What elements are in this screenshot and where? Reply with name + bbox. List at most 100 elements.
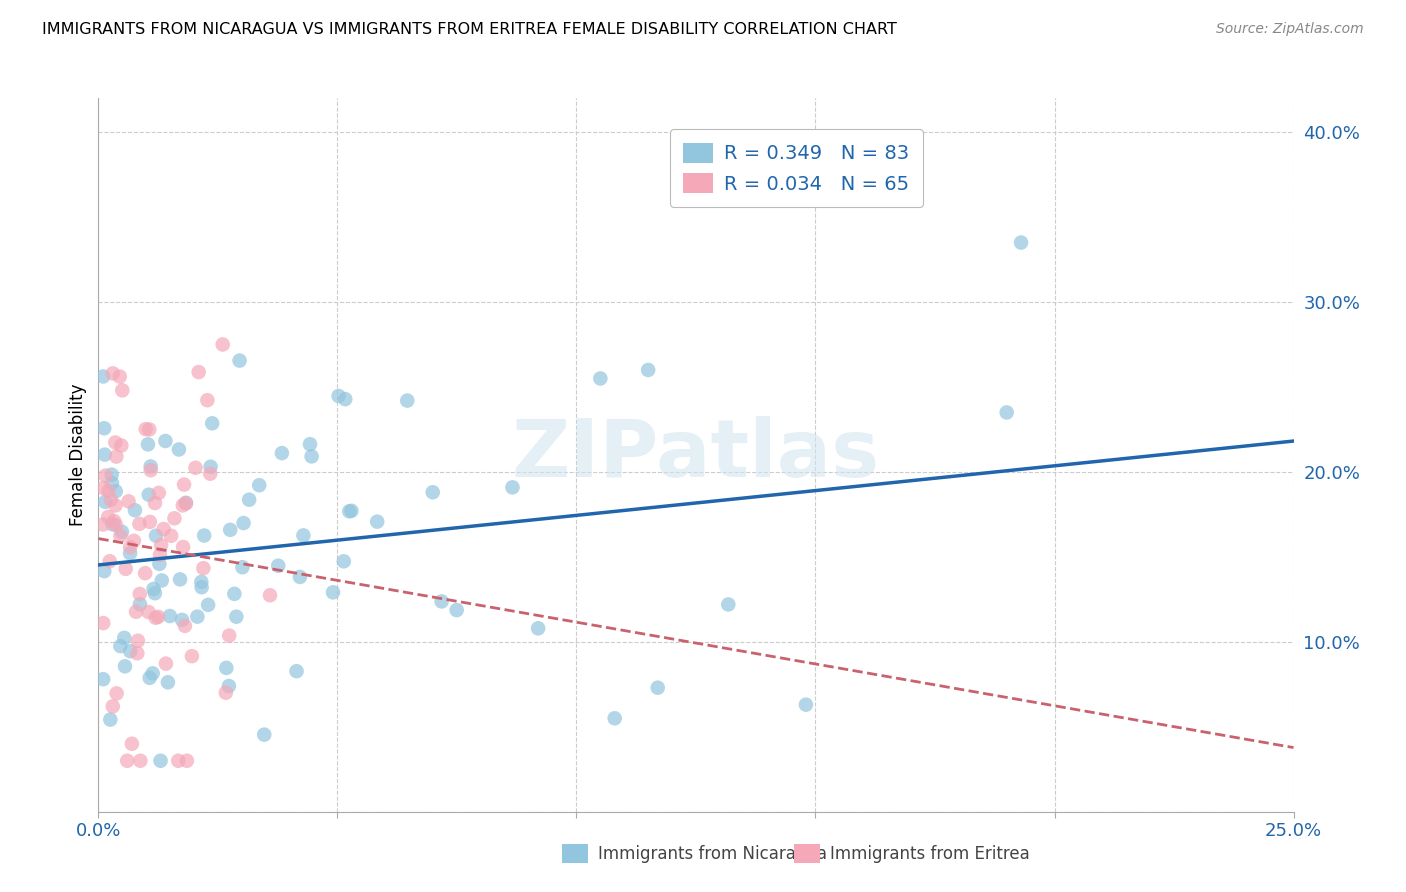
Point bbox=[197, 598, 219, 612]
Point bbox=[201, 417, 224, 431]
Point bbox=[100, 467, 122, 482]
Point bbox=[149, 548, 172, 562]
Point bbox=[127, 646, 149, 660]
Point bbox=[527, 621, 550, 635]
Point bbox=[129, 754, 152, 768]
Point bbox=[285, 664, 308, 678]
Point bbox=[145, 529, 167, 543]
Point bbox=[172, 540, 194, 554]
Point bbox=[146, 610, 169, 624]
Point bbox=[115, 754, 138, 768]
Point bbox=[148, 557, 170, 571]
Point bbox=[138, 605, 160, 619]
Point bbox=[101, 475, 124, 490]
Point bbox=[169, 573, 191, 587]
Point bbox=[184, 460, 207, 475]
Point bbox=[91, 672, 114, 686]
Point bbox=[127, 633, 149, 648]
Point bbox=[101, 367, 124, 381]
Point bbox=[110, 529, 132, 543]
Point bbox=[152, 522, 174, 536]
Point bbox=[211, 337, 233, 351]
Point bbox=[125, 605, 148, 619]
Point bbox=[333, 554, 356, 568]
Point bbox=[128, 516, 150, 531]
Point bbox=[104, 484, 127, 499]
Point bbox=[104, 435, 127, 450]
Point bbox=[155, 434, 177, 448]
Point bbox=[298, 437, 321, 451]
Point bbox=[156, 675, 179, 690]
Point bbox=[218, 679, 240, 693]
Point bbox=[121, 737, 143, 751]
Point bbox=[228, 353, 250, 368]
Point bbox=[170, 613, 193, 627]
Point bbox=[94, 468, 117, 483]
Point bbox=[501, 480, 523, 494]
Point bbox=[173, 477, 195, 491]
Point bbox=[253, 728, 276, 742]
Point bbox=[91, 481, 114, 495]
Point bbox=[94, 495, 117, 509]
Point bbox=[176, 754, 198, 768]
Point bbox=[143, 496, 166, 510]
Text: Immigrants from Eritrea: Immigrants from Eritrea bbox=[830, 845, 1029, 863]
Point bbox=[111, 524, 134, 539]
Point bbox=[422, 485, 444, 500]
Point bbox=[129, 597, 152, 611]
Point bbox=[231, 560, 253, 574]
Point bbox=[322, 585, 344, 599]
Point bbox=[138, 488, 160, 502]
Point bbox=[589, 371, 612, 385]
Point bbox=[149, 754, 172, 768]
Point bbox=[101, 517, 124, 532]
Point bbox=[145, 611, 167, 625]
Point bbox=[328, 389, 350, 403]
Point bbox=[247, 478, 270, 492]
Point bbox=[1010, 235, 1032, 250]
Point bbox=[218, 629, 240, 643]
Point bbox=[117, 494, 139, 508]
Point bbox=[396, 393, 419, 408]
Point bbox=[717, 598, 740, 612]
Point bbox=[995, 405, 1018, 419]
Point bbox=[91, 616, 114, 631]
Point bbox=[232, 516, 254, 530]
Point bbox=[120, 546, 142, 560]
Point bbox=[101, 699, 124, 714]
Point bbox=[267, 558, 290, 573]
Text: ZIPatlas: ZIPatlas bbox=[512, 416, 880, 494]
Point bbox=[366, 515, 388, 529]
Point bbox=[110, 438, 132, 452]
Point bbox=[138, 422, 160, 436]
Point bbox=[104, 499, 127, 513]
Point bbox=[187, 365, 209, 379]
Point bbox=[335, 392, 357, 406]
Point bbox=[193, 528, 215, 542]
Point bbox=[97, 510, 120, 524]
Text: IMMIGRANTS FROM NICARAGUA VS IMMIGRANTS FROM ERITREA FEMALE DISABILITY CORRELATI: IMMIGRANTS FROM NICARAGUA VS IMMIGRANTS … bbox=[42, 22, 897, 37]
Point bbox=[103, 514, 125, 528]
Point bbox=[138, 671, 160, 685]
Point bbox=[215, 686, 238, 700]
Point bbox=[112, 631, 135, 645]
Point bbox=[148, 486, 170, 500]
Y-axis label: Female Disability: Female Disability bbox=[69, 384, 87, 526]
Point bbox=[219, 523, 242, 537]
Point bbox=[215, 661, 238, 675]
Point bbox=[114, 562, 136, 576]
Point bbox=[446, 603, 468, 617]
Point bbox=[122, 533, 145, 548]
Point bbox=[136, 437, 159, 451]
Point bbox=[100, 492, 122, 507]
Point bbox=[134, 566, 156, 581]
Point bbox=[124, 503, 146, 517]
Point bbox=[159, 609, 181, 624]
Point bbox=[150, 574, 173, 588]
Point bbox=[155, 657, 177, 671]
Point bbox=[142, 666, 165, 681]
Point bbox=[301, 450, 323, 464]
Point bbox=[647, 681, 669, 695]
Point bbox=[190, 574, 212, 589]
Point bbox=[238, 492, 260, 507]
